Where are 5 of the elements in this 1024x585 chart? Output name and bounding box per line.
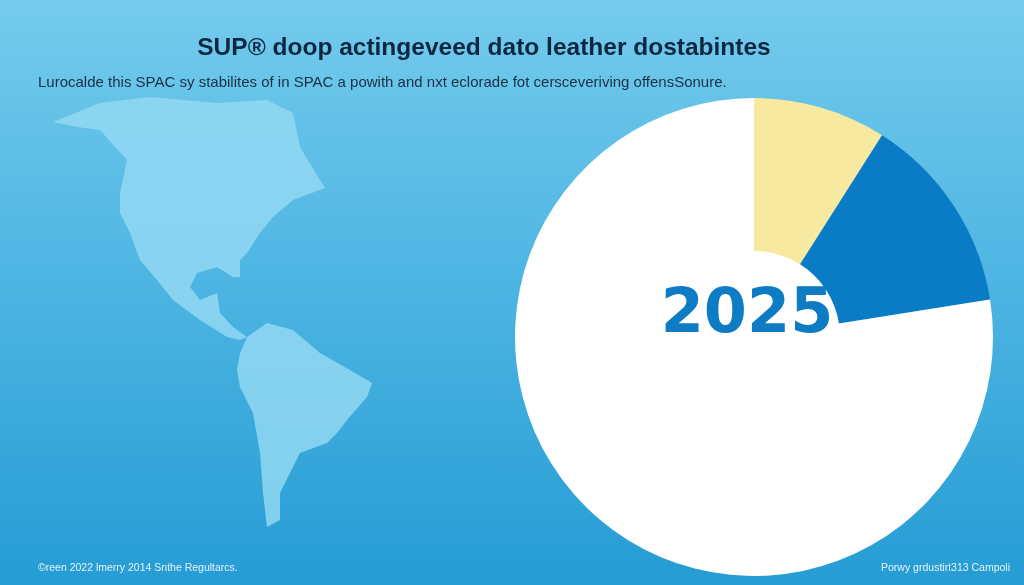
text: ©reen 2022 lmerry 2014 Snthe Regultarcs. — [38, 561, 238, 573]
text: Porwy grdustirt313 Campoli — [881, 561, 1010, 573]
text: 2025 — [660, 274, 834, 348]
chart-title: SUP® doop actingeveed dato leather dostabintes — [196, 33, 772, 61]
text: Lurocalde this SPAC sy stabilites of in SPAC a powith and nxt eclorade fot cersceveriving offensSonure. — [38, 73, 727, 90]
